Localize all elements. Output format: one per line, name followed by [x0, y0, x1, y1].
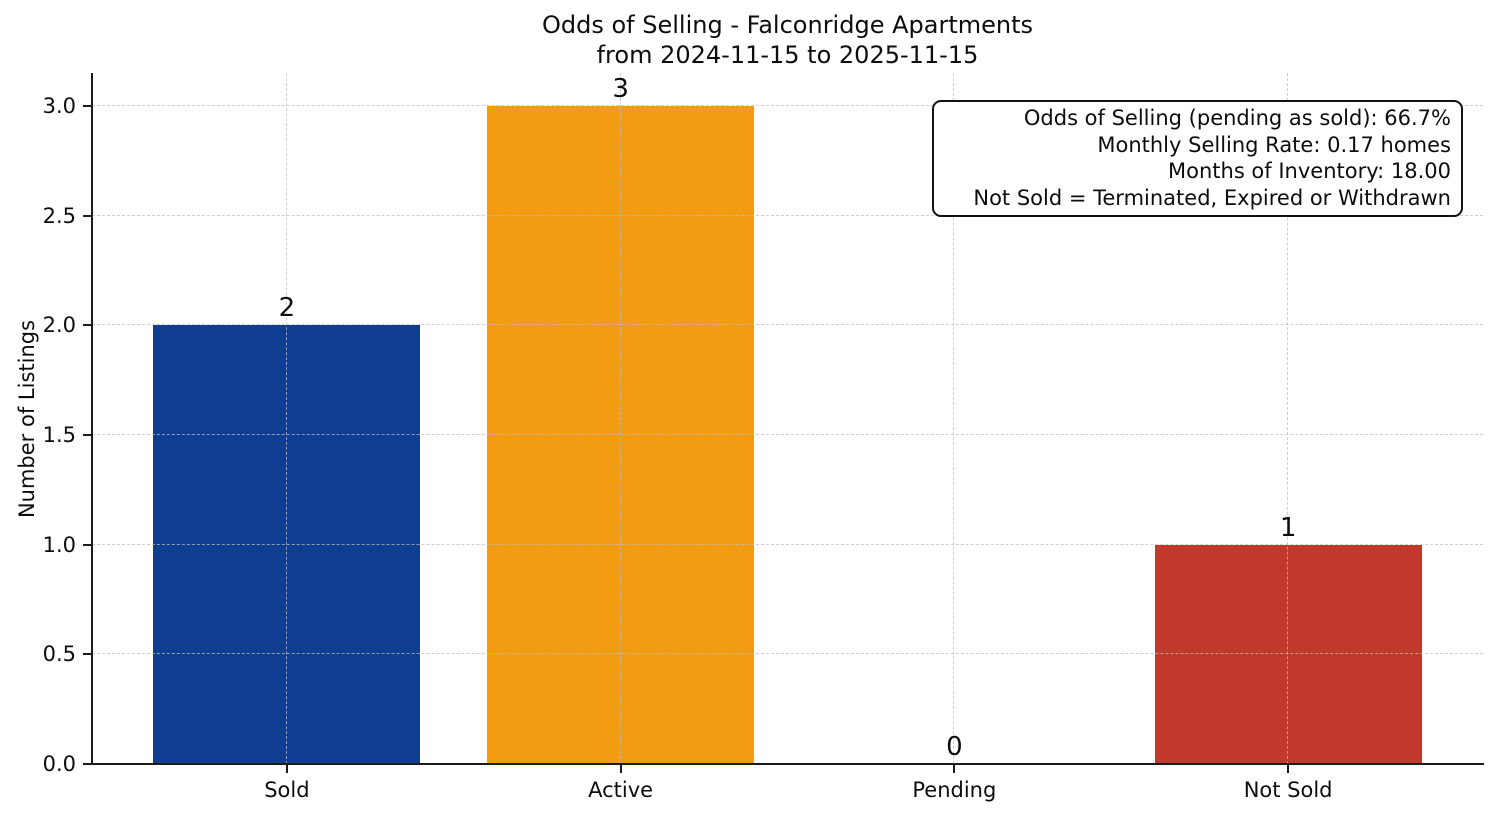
bar-value-label: 0 — [946, 732, 963, 762]
gridline-h — [92, 324, 1483, 326]
gridline-v — [619, 73, 621, 764]
y-tick — [83, 104, 92, 107]
annotation-line-odds: Odds of Selling (pending as sold): 66.7% — [1023, 106, 1451, 130]
bar-value-label: 1 — [1279, 512, 1297, 543]
bar-value-label: 2 — [278, 293, 296, 324]
chart-subtitle: from 2024-11-15 to 2025-11-15 — [596, 41, 979, 69]
gridline-h — [92, 653, 1483, 655]
chart-title: Odds of Selling - Falconridge Apartments — [542, 11, 1033, 39]
y-axis-label: Number of Listings — [15, 319, 39, 519]
gridline-v — [1287, 73, 1289, 764]
bar-sold — [153, 325, 421, 764]
annotation-line-not-sold-note: Not Sold = Terminated, Expired or Withdr… — [973, 185, 1451, 210]
gridline-h — [92, 543, 1483, 545]
annotation-line-months-inventory: Months of Inventory: 18.00 — [1168, 159, 1451, 183]
stats-annotation-box: Odds of Selling (pending as sold): 66.7%… — [932, 100, 1463, 217]
gridline-h — [92, 104, 1483, 106]
y-tick — [83, 433, 92, 436]
y-tick-label: 2.0 — [42, 313, 76, 338]
y-tick — [83, 653, 92, 656]
bar-value-label: 3 — [612, 73, 629, 104]
x-tick — [285, 764, 288, 773]
x-tick — [1287, 764, 1290, 773]
y-tick-label: 1.5 — [42, 422, 76, 447]
x-tick — [619, 764, 622, 773]
plot-area: 2 3 0 1 0.0 0.5 1.0 1.5 2.0 2.5 3.0 Sold Active Pendi… — [43, 73, 1484, 802]
x-tick-label: Sold — [264, 778, 310, 802]
x-tick — [953, 764, 956, 773]
y-tick — [83, 543, 92, 546]
y-tick-label: 3.0 — [42, 93, 76, 118]
y-tick — [83, 763, 92, 765]
annotation-line-monthly-rate: Monthly Selling Rate: 0.17 homes — [1097, 132, 1451, 157]
gridline-h — [92, 433, 1483, 435]
x-tick-label: Pending — [912, 778, 997, 802]
chart-title-block: Odds of Selling - Falconridge Apartments… — [92, 10, 1483, 70]
y-tick-label: 0.5 — [42, 642, 76, 667]
y-tick-label: 2.5 — [42, 203, 76, 228]
gridline-v — [953, 73, 955, 764]
x-tick-label: Active — [588, 778, 654, 802]
y-axis-spine — [91, 73, 93, 765]
y-tick — [83, 214, 92, 217]
x-tick-label: Not Sold — [1243, 778, 1333, 802]
gridline-v — [285, 73, 287, 764]
gridline-h — [92, 214, 1483, 216]
x-axis-spine — [91, 763, 1484, 765]
y-tick-label: 1.0 — [42, 532, 76, 557]
y-tick-label: 0.0 — [42, 752, 76, 776]
y-tick — [83, 324, 92, 327]
